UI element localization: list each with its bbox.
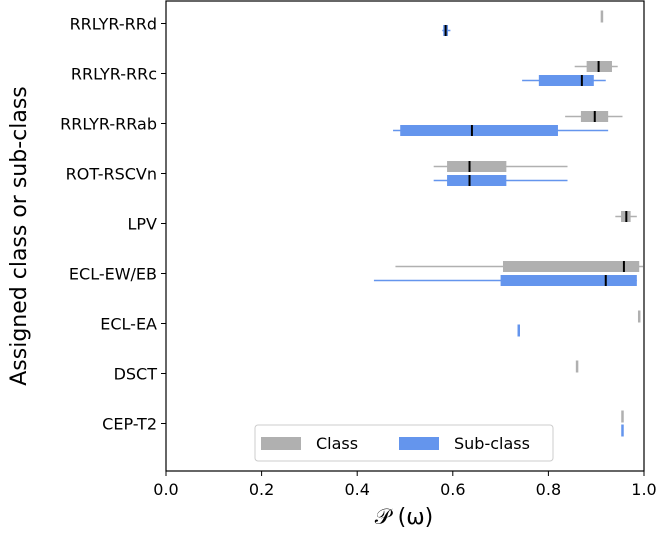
legend-swatch-class <box>261 437 301 450</box>
y-tick-label: CEP-T2 <box>102 415 157 434</box>
subclass-iqr <box>538 75 594 86</box>
y-tick-label: RRLYR-RRc <box>71 65 157 84</box>
class-box <box>395 261 644 272</box>
boxes-layer <box>373 10 644 437</box>
subclass-iqr <box>447 175 507 186</box>
class-iqr <box>447 161 507 172</box>
class-box <box>574 61 618 72</box>
y-tick-label: ECL-EA <box>100 315 157 334</box>
x-tick-label: 0.0 <box>153 480 178 499</box>
legend-label-subclass: Sub-class <box>454 434 530 453</box>
subclass-box <box>442 25 451 36</box>
subclass-box <box>373 275 637 286</box>
x-tick-label: 1.0 <box>631 480 656 499</box>
y-axis-label: Assigned class or sub-class <box>7 86 32 386</box>
class-box <box>615 211 637 222</box>
class-box <box>433 161 568 172</box>
legend-label-class: Class <box>316 434 358 453</box>
x-axis-label: 𝒫 (ω) <box>375 505 433 530</box>
y-tick-label: RRLYR-RRab <box>60 115 157 134</box>
subclass-iqr <box>400 125 558 136</box>
y-tick-label: RRLYR-RRd <box>70 15 157 34</box>
y-tick-label: DSCT <box>114 365 158 384</box>
x-tick-label: 0.2 <box>249 480 274 499</box>
legend-swatch-subclass <box>399 437 439 450</box>
legend: Class Sub-class <box>254 424 554 462</box>
subclass-box <box>393 125 609 136</box>
y-tick-label: ROT-RSCVn <box>66 165 157 184</box>
plot-frame <box>165 0 645 472</box>
x-ticks: 0.0 0.2 0.4 0.6 0.8 1.0 <box>153 471 657 499</box>
class-box <box>565 111 623 122</box>
subclass-box <box>522 75 606 86</box>
y-tick-label: ECL-EW/EB <box>69 265 157 284</box>
class-iqr <box>502 261 640 272</box>
x-tick-label: 0.6 <box>440 480 465 499</box>
subclass-iqr <box>500 275 637 286</box>
y-tick-label: LPV <box>127 215 157 234</box>
x-tick-label: 0.4 <box>344 480 369 499</box>
y-ticks: RRLYR-RRd RRLYR-RRc RRLYR-RRab ROT-RSCVn LPV… <box>60 15 166 434</box>
subclass-box <box>433 175 568 186</box>
x-tick-label: 0.8 <box>536 480 561 499</box>
